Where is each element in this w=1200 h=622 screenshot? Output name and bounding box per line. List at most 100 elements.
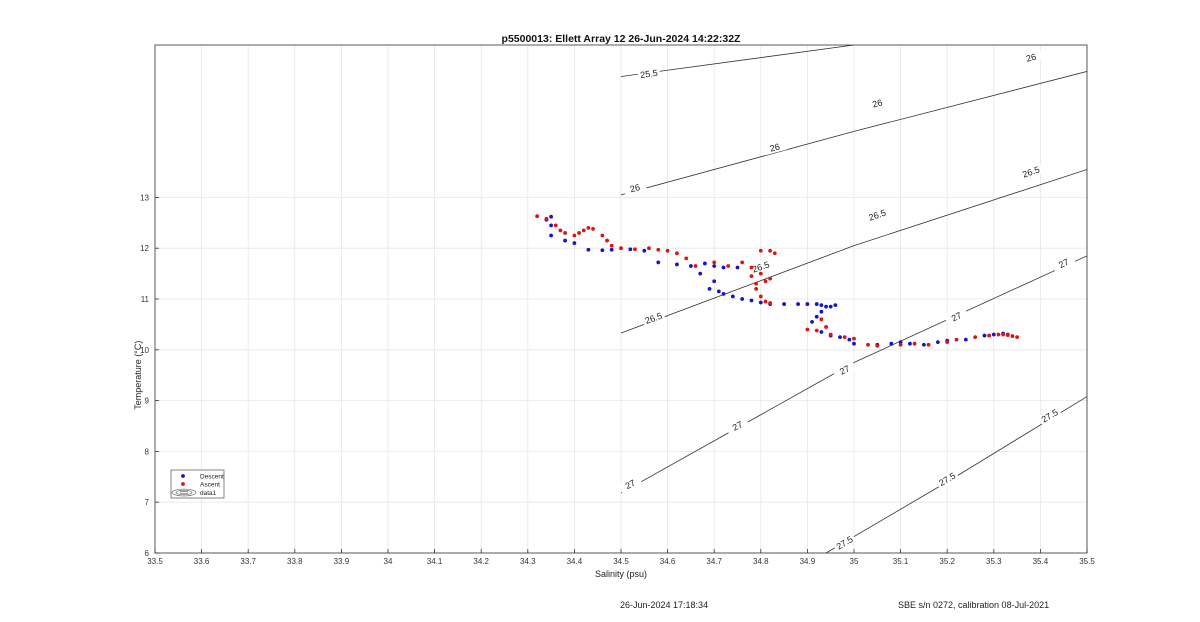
ascent-point bbox=[805, 327, 810, 332]
descent-point bbox=[819, 309, 824, 314]
x-tick-label: 35.1 bbox=[893, 557, 909, 566]
legend-descent-marker bbox=[181, 474, 185, 478]
ascent-point bbox=[945, 340, 950, 345]
ascent-point bbox=[647, 246, 651, 251]
ascent-point bbox=[544, 216, 549, 221]
descent-point bbox=[563, 238, 567, 243]
legend-box bbox=[170, 469, 225, 499]
descent-point bbox=[735, 265, 740, 270]
contour-label: 26 bbox=[629, 182, 641, 194]
ascent-point bbox=[1001, 332, 1006, 337]
density-contour-25.5 bbox=[620, 45, 855, 77]
contour-label-bg bbox=[622, 179, 647, 196]
chart-title: p5500013: Ellett Array 12 26-Jun-2024 14… bbox=[502, 33, 741, 45]
ascent-point bbox=[675, 251, 679, 256]
descent-point bbox=[819, 330, 824, 334]
contour-label-bg bbox=[1051, 253, 1076, 273]
descent-point bbox=[721, 292, 726, 296]
ascent-point bbox=[684, 256, 689, 261]
x-tick-label: 33.6 bbox=[194, 557, 210, 566]
ascent-point bbox=[1010, 334, 1015, 338]
axis-ticks: 33.5 33.6 33.7 33.8 33.9 34 34.1 34.2 34.3 34.4 34… bbox=[140, 193, 1095, 566]
contour-label-group: 25.5 bbox=[637, 66, 661, 81]
x-tick-label: 34.6 bbox=[660, 557, 676, 566]
descent-point bbox=[963, 337, 968, 342]
ascent-point bbox=[828, 332, 833, 337]
contour-label-group: 27 bbox=[724, 415, 750, 436]
y-axis-label: Temperature (°C) bbox=[133, 341, 143, 410]
descent-point bbox=[675, 262, 679, 267]
descent-point bbox=[702, 261, 707, 266]
descent-point bbox=[549, 214, 553, 219]
contour-label-group: 26 bbox=[1018, 49, 1043, 66]
x-tick-label: 34.1 bbox=[427, 557, 443, 566]
density-contour-26 bbox=[620, 71, 1087, 196]
descent-point bbox=[628, 247, 633, 252]
ascent-point bbox=[553, 223, 558, 228]
x-tick-label: 34.3 bbox=[520, 557, 536, 566]
descent-point bbox=[716, 289, 721, 294]
contour-label-bg bbox=[748, 257, 773, 276]
ascent-point bbox=[712, 260, 717, 265]
x-tick-label: 34.7 bbox=[706, 557, 722, 566]
descent-point bbox=[712, 279, 717, 284]
contour-label-bg bbox=[637, 66, 661, 81]
ascent-point bbox=[591, 226, 595, 231]
contour-label: 25.5 bbox=[640, 68, 659, 80]
contour-label: 27 bbox=[731, 419, 744, 432]
descent-point bbox=[810, 319, 814, 324]
descent-point bbox=[838, 335, 842, 339]
ascent-point bbox=[824, 325, 828, 329]
ascent-point bbox=[842, 335, 847, 339]
descent-point bbox=[847, 337, 852, 342]
ascent-point bbox=[763, 279, 768, 284]
descent-point bbox=[908, 341, 912, 346]
ascent-point bbox=[693, 264, 698, 268]
x-tick-label: 34.9 bbox=[800, 557, 816, 566]
descent-point bbox=[740, 297, 745, 301]
legend-descent-label: Descent bbox=[200, 474, 224, 481]
descent-point bbox=[889, 341, 894, 346]
contour-label: 27 bbox=[950, 310, 963, 323]
ascent-point bbox=[852, 336, 856, 341]
contour-label-bg bbox=[865, 94, 890, 112]
contour-label-bg bbox=[724, 415, 750, 436]
x-axis-label: Salinity (psu) bbox=[595, 569, 647, 579]
ascent-point bbox=[619, 246, 623, 251]
ascent-point bbox=[1015, 335, 1019, 339]
descent-point bbox=[935, 340, 940, 345]
x-tick-label: 33.7 bbox=[240, 557, 256, 566]
ascent-point bbox=[586, 225, 591, 230]
descent-point bbox=[689, 264, 693, 268]
descent-point bbox=[852, 341, 856, 346]
y-tick-label: 11 bbox=[141, 295, 150, 304]
descent-point bbox=[758, 300, 763, 305]
descent-point bbox=[796, 302, 800, 306]
descent-point bbox=[782, 302, 786, 306]
ascent-point bbox=[987, 333, 992, 338]
y-tick-label: 10 bbox=[140, 346, 149, 355]
ascent-point bbox=[740, 260, 745, 265]
contour-label: 27 bbox=[624, 478, 637, 491]
contour-label-group: 27 bbox=[832, 359, 857, 380]
ascent-point bbox=[898, 342, 903, 347]
descent-point bbox=[819, 303, 824, 307]
contour-label-bg bbox=[934, 468, 960, 490]
series-ascent bbox=[535, 214, 1019, 348]
footer-calibration: SBE s/n 0272, calibration 08-Jul-2021 bbox=[898, 600, 1050, 610]
descent-point bbox=[805, 302, 810, 306]
contour-label-bg bbox=[641, 308, 666, 327]
ascent-point bbox=[758, 294, 763, 299]
legend-contour-icon bbox=[171, 488, 197, 497]
descent-point bbox=[749, 298, 754, 303]
descent-point bbox=[549, 233, 553, 238]
ascent-point bbox=[558, 228, 563, 233]
legend-ascent-label: Ascent bbox=[200, 482, 220, 489]
ascent-point bbox=[772, 251, 777, 256]
ascent-point bbox=[758, 248, 763, 253]
ascent-point bbox=[814, 328, 819, 333]
descent-point bbox=[586, 247, 591, 252]
contour-label-bg bbox=[617, 474, 643, 494]
ascent-point bbox=[763, 299, 768, 304]
